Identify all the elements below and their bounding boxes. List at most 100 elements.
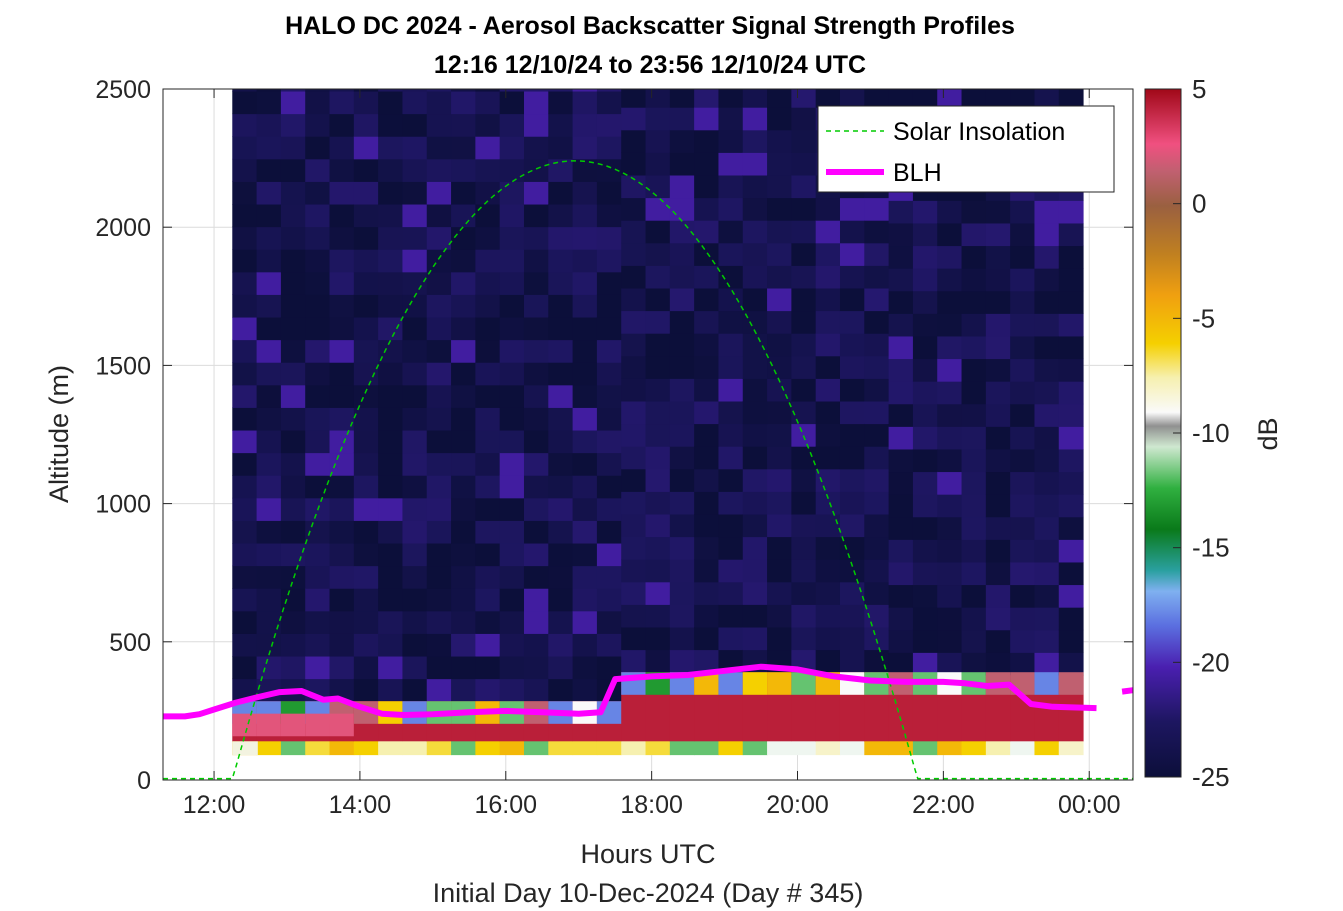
heatmap-cell	[839, 197, 865, 221]
heatmap-cell	[791, 581, 817, 605]
heatmap-cell	[767, 446, 792, 470]
heatmap-cell	[1058, 381, 1084, 405]
heatmap-cell	[645, 197, 671, 221]
heatmap-cell	[596, 339, 622, 363]
heatmap-cell	[451, 271, 476, 295]
heatmap-cell	[280, 452, 306, 476]
heatmap-cell	[548, 565, 574, 589]
heatmap-cell	[645, 491, 671, 515]
heatmap-cell	[669, 175, 695, 199]
heatmap-cell	[256, 89, 282, 92]
heatmap-cell	[1010, 652, 1035, 676]
heatmap-cell	[353, 520, 379, 544]
heatmap-cell	[232, 158, 258, 182]
heatmap-cell	[426, 452, 452, 476]
heatmap-cell	[499, 249, 525, 273]
heatmap-cell	[499, 91, 525, 115]
heatmap-cell	[572, 741, 598, 756]
heatmap-cell	[548, 249, 574, 273]
heatmap-cell	[548, 656, 574, 680]
heatmap-cell	[329, 271, 355, 295]
heatmap-cell	[1034, 290, 1060, 314]
heatmap-cell	[596, 362, 622, 386]
heatmap-cell	[961, 335, 987, 360]
heatmap-cell	[985, 313, 1011, 337]
heatmap-cell	[402, 317, 428, 341]
heatmap-cell	[1058, 561, 1084, 586]
heatmap-cell	[305, 543, 331, 567]
heatmap-cell	[815, 649, 841, 673]
heatmap-cell	[402, 497, 428, 521]
heatmap-cell	[280, 204, 306, 228]
heatmap-cell	[888, 629, 914, 653]
heatmap-cell	[1010, 607, 1035, 631]
heatmap-cell	[742, 242, 768, 266]
heatmap-cell	[1058, 245, 1084, 269]
heatmap-cell	[937, 494, 963, 518]
heatmap-cell	[1034, 561, 1060, 586]
heatmap-cell	[767, 627, 792, 651]
heatmap-cell	[985, 200, 1011, 224]
heatmap-cell	[694, 378, 719, 402]
heatmap-cell	[548, 452, 574, 476]
heatmap-cell	[523, 565, 549, 589]
heatmap-cell	[742, 491, 768, 515]
heatmap-cell	[815, 514, 841, 538]
heatmap-cell	[1034, 471, 1060, 495]
heatmap-cell	[1010, 516, 1035, 540]
heatmap-cell	[815, 423, 841, 447]
heatmap-cell	[645, 265, 671, 289]
heatmap-cell	[718, 89, 744, 108]
heatmap-cell	[791, 672, 817, 695]
y-tick-label: 2500	[95, 76, 151, 104]
heatmap-cell	[378, 384, 403, 408]
heatmap-cell	[718, 242, 744, 266]
heatmap-cell	[402, 741, 428, 756]
heatmap-cell	[791, 604, 817, 628]
heatmap-cell	[378, 158, 403, 182]
heatmap-cell	[1034, 358, 1060, 382]
heatmap-cell	[499, 89, 525, 92]
heatmap-cell	[645, 333, 671, 357]
heatmap-cell	[645, 310, 671, 334]
heatmap-cell	[378, 452, 403, 476]
heatmap-cell	[280, 497, 306, 521]
heatmap-cell	[426, 136, 452, 160]
heatmap-cell	[839, 378, 865, 402]
heatmap-cell	[621, 536, 647, 560]
heatmap-cell	[645, 604, 671, 628]
chart-footer: Initial Day 10-Dec-2024 (Day # 345)	[433, 878, 864, 908]
heatmap-cell	[256, 610, 282, 634]
heatmap-cell	[451, 226, 476, 250]
heatmap-cell	[523, 543, 549, 567]
heatmap-cell	[937, 426, 963, 450]
heatmap-cell	[451, 475, 476, 499]
heatmap-cell	[742, 107, 768, 131]
heatmap-cell	[718, 129, 744, 153]
heatmap-cell	[548, 362, 574, 386]
heatmap-cell	[451, 678, 476, 702]
y-tick-label: 1000	[95, 491, 151, 519]
heatmap-cell	[426, 339, 452, 363]
heatmap-cell	[548, 136, 574, 160]
heatmap-cell	[329, 543, 355, 567]
heatmap-cell	[256, 565, 282, 589]
heatmap-cell	[718, 175, 744, 199]
heatmap-cell	[912, 584, 938, 608]
heatmap-cell	[864, 536, 890, 560]
heatmap-cell	[694, 242, 719, 266]
heatmap-cell	[767, 604, 792, 628]
heatmap-cell	[499, 181, 525, 205]
heatmap-cell	[475, 317, 501, 341]
heatmap-cell	[839, 310, 865, 334]
heatmap-cell	[499, 520, 525, 544]
heatmap-cell	[280, 158, 306, 182]
heatmap-cell	[1010, 245, 1035, 269]
heatmap-cell	[596, 430, 622, 454]
heatmap-cell	[839, 536, 865, 560]
heatmap-cell	[791, 197, 817, 221]
heatmap-cell	[329, 226, 355, 250]
heatmap-cell	[475, 565, 501, 589]
heatmap-cell	[548, 204, 574, 228]
heatmap-cell	[1034, 539, 1060, 563]
